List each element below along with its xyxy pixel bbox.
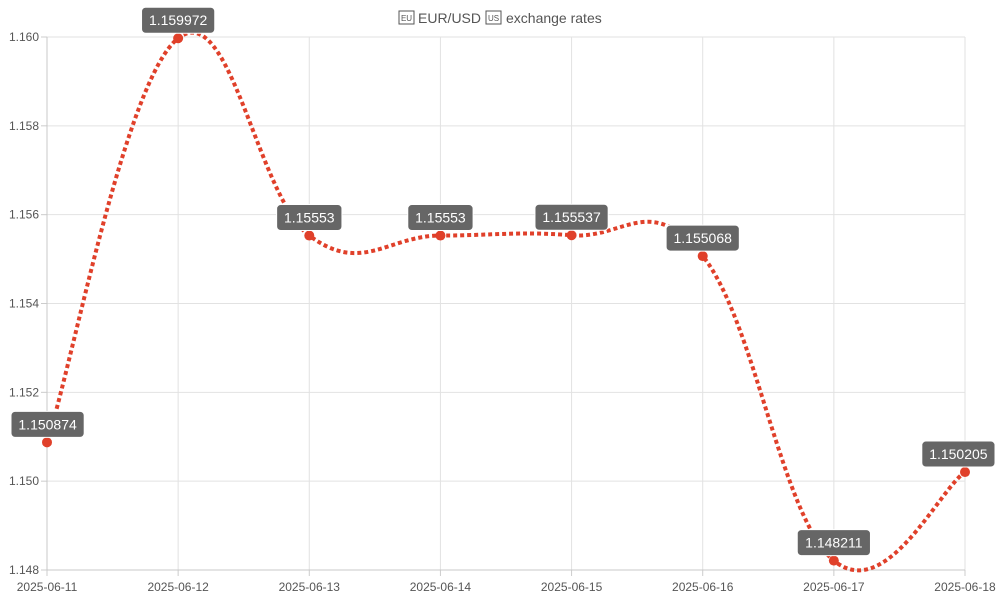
data-label: 1.150874	[10, 410, 85, 438]
x-tick-label: 2025-06-13	[279, 580, 341, 594]
data-point[interactable]	[960, 467, 970, 478]
data-point[interactable]	[828, 555, 839, 566]
data-point[interactable]	[304, 230, 315, 241]
data-label: 1.155537	[534, 203, 609, 231]
y-tick-label: 1.148	[9, 563, 39, 577]
data-label-text: 1.155068	[674, 230, 733, 246]
data-label: 1.15553	[407, 204, 474, 232]
grid-lines	[46, 36, 966, 571]
y-tick-label: 1.160	[9, 30, 39, 44]
axes	[41, 36, 966, 576]
x-tick-label: 2025-06-15	[541, 580, 603, 594]
data-label: 1.150205	[921, 440, 996, 468]
y-tick-label: 1.154	[9, 297, 39, 311]
x-tick-label: 2025-06-17	[803, 580, 865, 594]
data-labels: 1.150874 1.159972 1.15553 1.15553 1.155537 1.…	[10, 6, 996, 557]
y-tick-label: 1.158	[9, 119, 39, 133]
y-tick-label: 1.150	[9, 474, 39, 488]
svg-text:US: US	[488, 14, 499, 23]
data-label-text: 1.150874	[18, 416, 77, 432]
data-point[interactable]	[435, 230, 446, 241]
svg-text:EU: EU	[401, 14, 412, 23]
data-label: 1.155068	[665, 224, 740, 252]
x-tick-label: 2025-06-11	[17, 580, 78, 594]
tick-labels: 1.148 1.150 1.152 1.154 1.156 1.158 1.160 2025-…	[9, 30, 996, 594]
data-label-text: 1.150205	[929, 446, 988, 462]
y-tick-label: 1.152	[9, 385, 39, 399]
data-point[interactable]	[697, 251, 708, 262]
chart-title: EU EUR/USD US exchange rates	[398, 10, 602, 26]
data-point[interactable]	[42, 437, 52, 448]
x-tick-label: 2025-06-18	[934, 580, 996, 594]
eu-flag-icon: EU	[398, 10, 415, 25]
data-label-text: 1.159972	[149, 12, 208, 28]
x-tick-label: 2025-06-12	[147, 580, 209, 594]
data-point[interactable]	[566, 230, 577, 241]
x-tick-label: 2025-06-16	[672, 580, 734, 594]
x-tick-label: 2025-06-14	[410, 580, 472, 594]
series-line	[45, 30, 967, 573]
us-flag-icon: US	[485, 10, 502, 25]
data-label: 1.148211	[796, 529, 871, 557]
data-point[interactable]	[173, 33, 184, 44]
y-tick-label: 1.156	[9, 208, 39, 222]
data-label-text: 1.15553	[415, 210, 466, 226]
data-label-text: 1.15553	[284, 210, 335, 226]
data-label: 1.159972	[141, 6, 216, 34]
data-label: 1.15553	[276, 204, 343, 232]
data-label-text: 1.155537	[542, 209, 601, 225]
data-label-text: 1.148211	[805, 535, 863, 551]
data-points	[42, 33, 970, 566]
chart-title-text: EUR/USD	[418, 10, 481, 26]
chart-title-suffix: exchange rates	[506, 10, 602, 26]
